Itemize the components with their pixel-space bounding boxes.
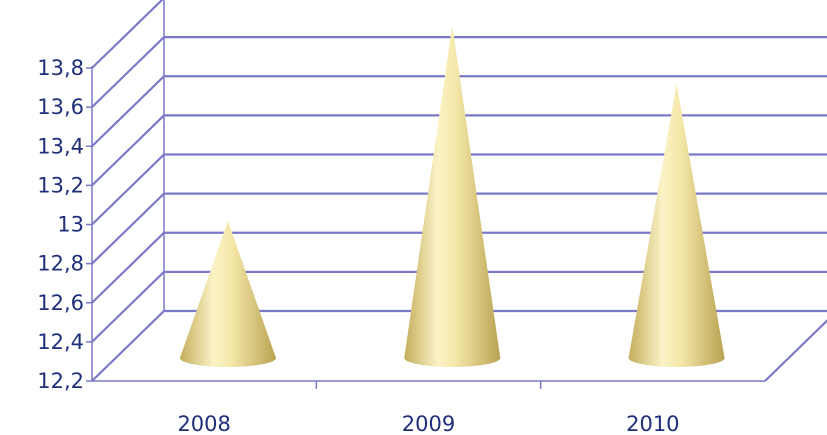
cone-2010 (628, 84, 725, 367)
x-tick-label: 2010 (626, 412, 679, 435)
y-tick-label: 13,4 (37, 134, 84, 158)
x-tick-label: 2009 (402, 412, 455, 435)
y-tick-label: 12,6 (37, 291, 84, 315)
y-axis: 12,2 12,4 12,6 12,8 13 13,2 13,4 13,6 13,8 (37, 56, 93, 393)
gridline (91, 0, 164, 69)
cone-body (179, 220, 276, 367)
y-tick-label: 13,8 (37, 56, 84, 80)
cone-2009 (404, 25, 501, 367)
cone-body (404, 25, 501, 367)
cone-series (179, 25, 725, 367)
y-tick-label: 12,2 (37, 369, 84, 393)
x-tick-label: 2008 (177, 412, 230, 435)
y-tick-label: 12,4 (37, 330, 84, 354)
y-tick-label: 13 (57, 213, 84, 237)
cone-2008 (179, 220, 276, 367)
cone-body (628, 84, 725, 367)
gridline (91, 309, 827, 382)
y-tick-label: 12,8 (37, 252, 84, 276)
x-axis: 2008 2009 2010 (92, 380, 765, 435)
y-tick-label: 13,6 (37, 95, 84, 119)
y-tick-label: 13,2 (37, 173, 84, 197)
grid-layer (91, 0, 827, 382)
